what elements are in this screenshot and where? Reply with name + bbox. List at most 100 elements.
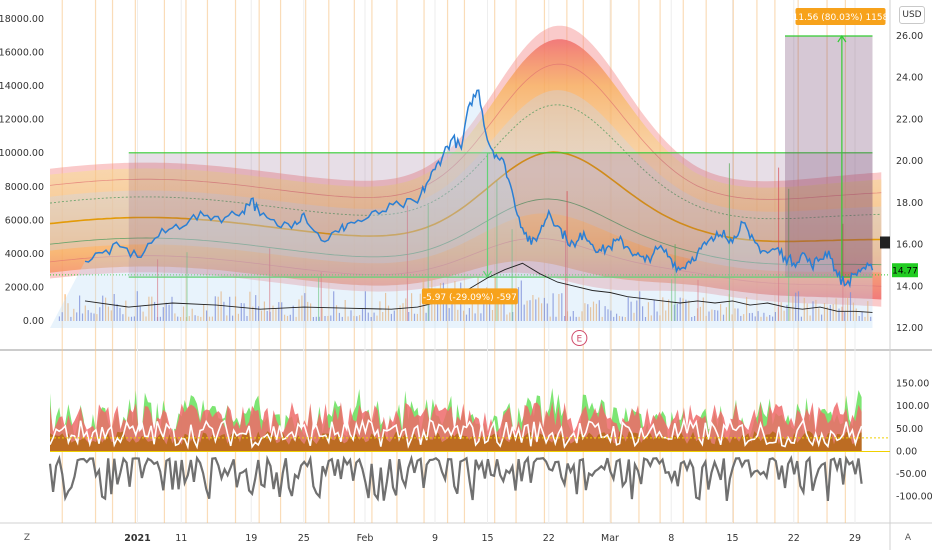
volume-bar — [792, 296, 794, 321]
volume-bar — [145, 316, 147, 321]
volume-bar — [592, 301, 595, 321]
volume-bar — [806, 303, 808, 321]
signal-spike — [778, 167, 780, 321]
rise-label-bg — [795, 8, 886, 25]
volume-bar — [125, 300, 127, 321]
volume-bar — [849, 292, 852, 321]
volume-bar — [852, 302, 854, 321]
volume-bar — [364, 291, 366, 321]
volume-bar — [292, 305, 294, 321]
volume-bar — [694, 316, 696, 321]
volume-bar — [564, 316, 566, 321]
volume-bar — [575, 316, 577, 321]
volume-bar — [642, 306, 644, 321]
volume-bar — [203, 304, 205, 321]
auto-scale-toggle[interactable]: A — [904, 533, 912, 543]
band-basis-line — [49, 151, 882, 243]
volume-bar — [263, 301, 265, 321]
currency-label[interactable]: USD — [899, 6, 925, 24]
measure-box-rise — [785, 36, 873, 278]
volume-bar — [335, 305, 338, 321]
volume-bar — [636, 300, 638, 321]
volume-bar — [541, 303, 543, 321]
volume-bar — [350, 310, 352, 321]
volume-bar — [725, 307, 727, 321]
log-scale-toggle[interactable]: Z — [23, 533, 31, 543]
volume-bar — [102, 295, 104, 321]
measure-box-layer — [50, 34, 890, 279]
volume-bar — [844, 312, 846, 321]
time-axis-tick-label: 25 — [298, 533, 310, 544]
volume-bar — [734, 308, 736, 321]
volume-bar — [234, 296, 237, 321]
right-axis-tick-label: 18.00 — [896, 198, 923, 209]
volume-bar — [341, 316, 343, 321]
volume-bar — [702, 297, 704, 321]
signal-spike — [565, 230, 566, 321]
signal-spike — [427, 204, 429, 321]
left-axis-tick-label: 8000.00 — [5, 182, 44, 193]
price-line — [84, 89, 874, 289]
volume-bar — [841, 306, 843, 321]
volume-bar — [809, 315, 811, 321]
volume-bar — [165, 302, 167, 321]
volume-bar — [367, 312, 369, 321]
volume-bar — [237, 313, 239, 321]
volume-bar — [644, 317, 647, 321]
volume-bar — [67, 303, 69, 321]
volume-bar — [425, 312, 427, 321]
volume-bar — [529, 300, 531, 321]
volume-bar — [220, 291, 222, 321]
volume-bar — [171, 296, 173, 321]
volume-bar — [99, 307, 101, 321]
volume-bar — [344, 300, 346, 321]
right-axis-tick-label: 14.00 — [896, 281, 923, 292]
volume-bar — [361, 309, 364, 321]
signal-spike — [842, 223, 844, 321]
time-axis-tick-label: 22 — [543, 533, 555, 544]
volume-bar — [673, 304, 675, 321]
left-axis-tick-label: 6000.00 — [5, 215, 44, 226]
volume-bar — [546, 303, 548, 321]
volume-bar — [746, 297, 748, 321]
volume-bar — [569, 316, 571, 321]
current-price-tag — [892, 263, 918, 278]
volume-bar — [699, 306, 701, 321]
volume-bar — [139, 306, 141, 321]
band-upper-inner-line — [49, 104, 882, 220]
volume-bar — [330, 315, 332, 321]
volume-bar — [413, 313, 416, 321]
volume-bar — [110, 310, 112, 321]
volume-bar — [754, 316, 756, 321]
volume-bar — [858, 316, 860, 321]
volume-bar — [705, 315, 707, 321]
signal-spike — [697, 279, 699, 321]
volume-bar — [214, 296, 216, 321]
volume-bar — [685, 299, 687, 321]
volume-bar — [408, 312, 410, 321]
band-lower-line — [49, 237, 882, 287]
volume-bar — [526, 300, 528, 321]
volume-bar — [630, 301, 632, 321]
volume-bar — [174, 313, 176, 321]
volume-bar — [252, 306, 254, 321]
time-axis-tick-label: 22 — [788, 533, 800, 544]
volume-bar — [668, 299, 670, 321]
volume-bar — [353, 315, 355, 321]
left-axis-tick-label: 18000.00 — [0, 14, 44, 25]
volume-bar — [260, 310, 263, 321]
volume-bar — [284, 314, 286, 321]
volume-bar — [327, 315, 329, 321]
volume-bar — [142, 311, 144, 321]
volume-bar — [107, 306, 109, 321]
volume-bar — [359, 315, 361, 321]
volume-bar — [763, 312, 765, 321]
volume-bar — [748, 313, 751, 321]
volume-bar — [90, 312, 92, 321]
volume-bar — [720, 304, 722, 321]
volume-bar — [471, 294, 473, 321]
volume-bar — [390, 313, 392, 321]
volume-bar — [318, 316, 320, 321]
price-line-layer — [50, 89, 874, 328]
